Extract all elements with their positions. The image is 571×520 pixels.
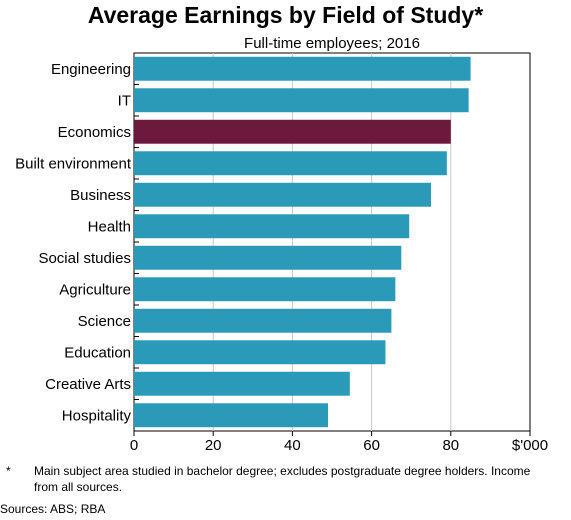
- category-label: Built environment: [15, 155, 132, 172]
- bar: [134, 403, 329, 428]
- bar: [134, 308, 392, 333]
- x-tick-label: 40: [284, 437, 301, 454]
- bar: [134, 151, 447, 176]
- category-label: Economics: [58, 124, 131, 141]
- chart-title: Average Earnings by Field of Study*: [87, 2, 484, 28]
- bar: [134, 371, 350, 396]
- bar-chart: Engineering IT Economics Built environment B…: [15, 52, 548, 454]
- category-label: Agriculture: [59, 281, 131, 298]
- category-label: Social studies: [38, 250, 131, 267]
- bar: [134, 245, 402, 270]
- plot-area: [133, 52, 531, 432]
- footnote-text: Main subject area studied in bachelor de…: [34, 464, 531, 494]
- category-label: Creative Arts: [45, 376, 131, 393]
- x-tick-label: 80: [442, 437, 459, 454]
- category-label: Health: [88, 218, 131, 235]
- bar: [134, 119, 451, 144]
- bar: [134, 56, 471, 81]
- category-label: Hospitality: [62, 407, 132, 424]
- x-tick-label: 60: [363, 437, 380, 454]
- category-label: Business: [70, 187, 131, 204]
- bar: [134, 340, 386, 365]
- chart-subtitle: Full-time employees; 2016: [244, 35, 420, 52]
- category-label: Education: [64, 344, 131, 361]
- category-label: IT: [118, 92, 131, 109]
- category-label: Science: [78, 313, 131, 330]
- x-tick-label: 20: [205, 437, 222, 454]
- bar: [134, 88, 469, 113]
- x-tick-label: 0: [130, 437, 138, 454]
- bar: [134, 277, 396, 302]
- footnote-mark: *: [6, 464, 11, 478]
- sources-note: Sources: ABS; RBA: [0, 502, 106, 516]
- category-label: Engineering: [51, 61, 131, 78]
- bar: [134, 214, 410, 239]
- bar: [134, 182, 431, 207]
- x-tick-label: $'000: [512, 437, 548, 454]
